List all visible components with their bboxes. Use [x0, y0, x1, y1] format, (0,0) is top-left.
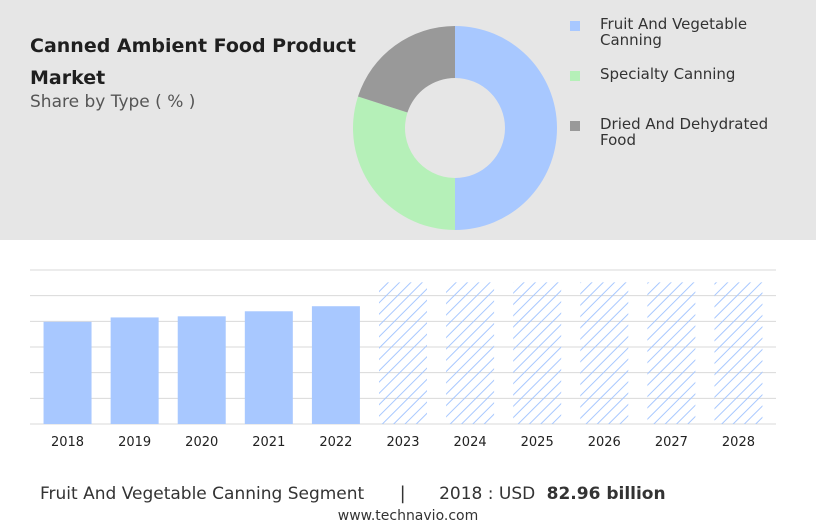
legend-swatch-dried [570, 121, 580, 131]
x-tick-label-2028: 2028 [722, 435, 755, 450]
bar-2022 [311, 306, 360, 424]
x-tick-label-2022: 2022 [319, 435, 352, 450]
chart-title: Canned Ambient Food Product Market [30, 35, 356, 89]
x-tick-label-2020: 2020 [185, 435, 218, 450]
x-tick-label-2023: 2023 [386, 435, 419, 450]
donut-slice-dried [357, 26, 455, 113]
bar-2021 [244, 311, 293, 424]
x-tick-label-2018: 2018 [51, 435, 84, 450]
bar-chart: 2018 2019 2020 2021 2022 2023 2024 2025 2026 2027… [30, 269, 776, 450]
source-url: www.technavio.com [337, 508, 479, 524]
x-tick-label-2025: 2025 [521, 435, 554, 450]
forecast-bar-2025 [513, 282, 562, 424]
donut-slice-specialty [353, 96, 455, 230]
legend-swatch-fruit [570, 21, 580, 31]
x-tick-label-2027: 2027 [655, 435, 688, 450]
bar-2019 [110, 317, 159, 424]
forecast-bar-2026 [580, 282, 629, 424]
bar-2018 [43, 321, 92, 424]
x-tick-label-2021: 2021 [252, 435, 285, 450]
bar-2020 [177, 316, 226, 424]
chart-subtitle: Share by Type ( % ) [30, 92, 196, 112]
forecast-bar-2023 [379, 282, 427, 424]
footer-separator: | [399, 483, 406, 504]
donut-slice-fruit [455, 26, 557, 230]
legend-label-specialty: Specialty Canning [600, 65, 736, 83]
footer-year-label: 2018 : USD [439, 483, 536, 504]
forecast-bar-2024 [446, 282, 495, 424]
forecast-bar-2028 [714, 282, 763, 424]
x-tick-label-2024: 2024 [454, 435, 487, 450]
footer-segment: Fruit And Vegetable Canning Segment [40, 483, 365, 504]
forecast-bar-2027 [647, 282, 696, 424]
legend-swatch-specialty [570, 71, 580, 81]
footer-summary: Fruit And Vegetable Canning Segment | 20… [40, 483, 780, 507]
donut-chart [353, 26, 557, 230]
legend-label-fruit: Fruit And Vegetable Canning [600, 15, 748, 49]
x-tick-label-2026: 2026 [588, 435, 621, 450]
x-tick-label-2019: 2019 [118, 435, 151, 450]
legend-label-dried: Dried And Dehydrated Food [600, 115, 769, 149]
footer-value: 82.96 billion [546, 483, 666, 504]
